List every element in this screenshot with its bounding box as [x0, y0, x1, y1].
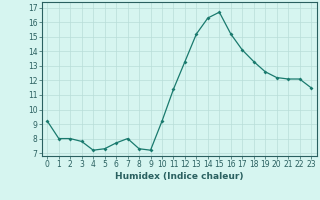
X-axis label: Humidex (Indice chaleur): Humidex (Indice chaleur) [115, 172, 244, 181]
